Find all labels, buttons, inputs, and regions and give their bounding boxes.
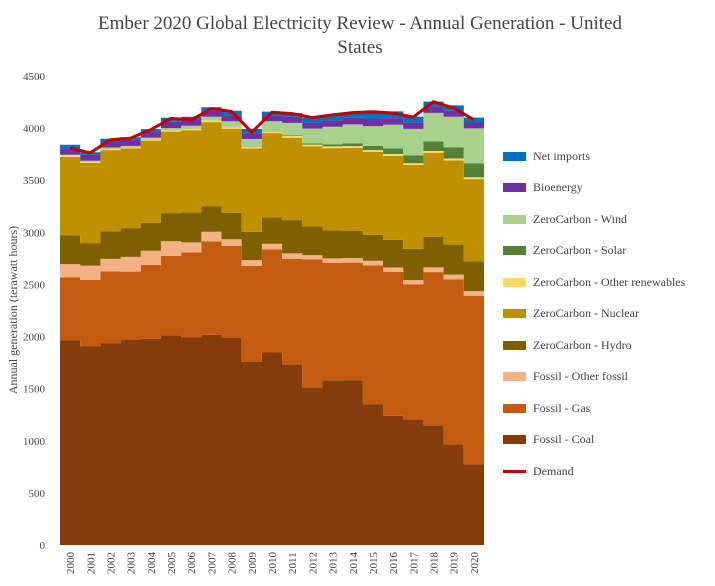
- legend-label: ZeroCarbon - Wind: [533, 211, 627, 226]
- series-area-fossil-coal: [60, 334, 484, 545]
- series-area-zerocarbon-solar: [60, 120, 484, 178]
- y-tick-label: 3500: [23, 175, 46, 187]
- legend-item-demand: Demand: [503, 461, 574, 481]
- legend-item-zerocarbon-other-renewables: ZeroCarbon - Other renewables: [503, 272, 685, 292]
- legend-label: Net imports: [533, 148, 590, 163]
- series-area-zerocarbon-other-renewables: [60, 120, 484, 180]
- x-tick-label: 2016: [388, 552, 400, 575]
- x-tick-label: 2002: [105, 552, 117, 574]
- legend-label: ZeroCarbon - Other renewables: [533, 274, 686, 289]
- x-tick-label: 2013: [328, 552, 340, 575]
- legend-item-zerocarbon-hydro: ZeroCarbon - Hydro: [503, 335, 632, 355]
- legend-swatch: [503, 246, 526, 255]
- y-tick-label: 0: [40, 540, 46, 552]
- legend-label: ZeroCarbon - Hydro: [533, 337, 632, 352]
- x-tick-label: 2018: [429, 552, 441, 575]
- chart-title-line-1: Ember 2020 Global Electricity Review - A…: [98, 13, 622, 34]
- legend-swatch: [503, 151, 526, 161]
- x-tick-label: 2003: [126, 552, 138, 575]
- x-tick-label: 2005: [166, 552, 178, 575]
- x-tick-label: 2000: [65, 552, 77, 575]
- legend-item-fossil-other-fossil: Fossil - Other fossil: [503, 367, 628, 387]
- x-tick-label: 2009: [247, 552, 259, 575]
- chart-title: Ember 2020 Global Electricity Review - A…: [60, 12, 660, 60]
- legend-label: Demand: [533, 463, 574, 478]
- legend-item-bioenergy: Bioenergy: [503, 178, 583, 198]
- legend-swatch: [503, 183, 526, 192]
- legend-swatch: [503, 214, 526, 224]
- legend-swatch: [503, 340, 526, 350]
- x-tick-label: 2010: [267, 552, 279, 575]
- x-tick-label: 2008: [227, 552, 239, 575]
- legend-swatch: [503, 403, 526, 413]
- y-axis-label: Annual generation (terawatt hours): [6, 226, 20, 394]
- x-tick-label: 2011: [287, 552, 299, 574]
- legend-item-fossil-coal: Fossil - Coal: [503, 430, 594, 450]
- y-tick-label: 1500: [23, 384, 46, 396]
- series-area-bioenergy: [60, 106, 484, 161]
- x-tick-label: 2001: [85, 552, 97, 574]
- legend-swatch: [503, 309, 526, 318]
- legend-label: ZeroCarbon - Nuclear: [533, 306, 639, 320]
- x-tick-label: 2020: [469, 552, 481, 575]
- y-tick-label: 500: [29, 488, 46, 500]
- y-tick-label: 2500: [23, 279, 46, 291]
- series-area-net-imports: [60, 101, 484, 155]
- x-tick-label: 2015: [368, 552, 380, 575]
- y-tick-label: 3000: [23, 227, 46, 239]
- legend-label: Bioenergy: [533, 180, 583, 194]
- x-tick-label: 2014: [348, 552, 360, 575]
- y-tick-label: 4500: [23, 71, 46, 83]
- y-tick-label: 2000: [23, 332, 46, 344]
- x-tick-label: 2017: [408, 552, 420, 575]
- legend-label: ZeroCarbon - Solar: [533, 243, 627, 257]
- series-area-fossil-other-fossil: [60, 231, 484, 296]
- y-tick-label: 4000: [23, 123, 46, 135]
- legend-item-net-imports: Net imports: [503, 146, 590, 166]
- demand-line: [69, 100, 475, 155]
- legend-item-zerocarbon-nuclear: ZeroCarbon - Nuclear: [503, 304, 639, 324]
- x-tick-label: 2012: [307, 552, 319, 574]
- x-tick-label: 2004: [146, 552, 158, 575]
- legend-item-zerocarbon-wind: ZeroCarbon - Wind: [503, 209, 627, 229]
- legend-item-fossil-gas: Fossil - Gas: [503, 398, 590, 418]
- x-tick-label: 2006: [186, 552, 198, 575]
- legend-swatch: [503, 435, 526, 444]
- legend-item-zerocarbon-solar: ZeroCarbon - Solar: [503, 241, 626, 261]
- series-area-zerocarbon-nuclear: [60, 122, 484, 262]
- x-tick-label: 2007: [206, 552, 218, 575]
- legend-label: Fossil - Gas: [533, 400, 591, 415]
- legend-swatch: [503, 469, 526, 473]
- x-tick-label: 2019: [449, 552, 461, 575]
- legend-swatch: [503, 372, 526, 381]
- legend-label: Fossil - Other fossil: [533, 369, 629, 383]
- y-tick-label: 1000: [23, 436, 46, 448]
- series-area-zerocarbon-hydro: [60, 206, 484, 292]
- legend-label: Fossil - Coal: [533, 432, 595, 446]
- chart-title-line-2: States: [337, 37, 383, 58]
- series-area-zerocarbon-wind: [60, 112, 484, 164]
- legend-swatch: [503, 277, 526, 287]
- series-area-fossil-gas: [60, 241, 484, 465]
